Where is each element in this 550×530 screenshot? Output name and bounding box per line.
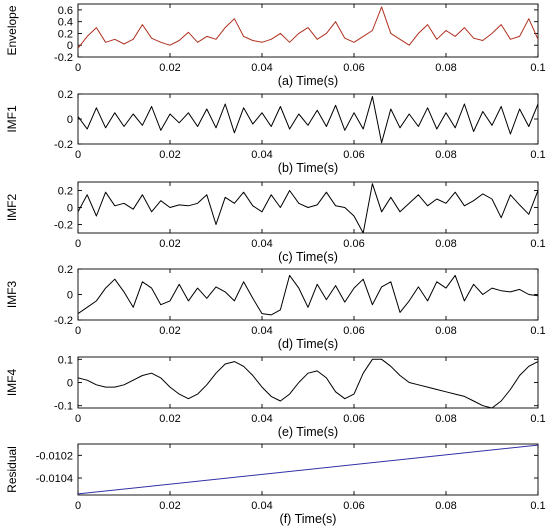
panel-f: 0 0.02 0.04 0.06 0.08 0.1 -0.0104 -0.0102 Residu… — [5, 443, 546, 526]
x-tick-label: 0.04 — [251, 62, 272, 74]
y-tick-label: -0.2 — [54, 52, 73, 64]
x-tick-label: 0.08 — [435, 325, 456, 337]
x-tick-label: 0 — [75, 149, 81, 161]
y-axis-label: Residual — [5, 446, 19, 493]
x-axis-caption: (c) Time(s) — [278, 250, 338, 264]
y-tick-label: 0.2 — [58, 28, 73, 40]
x-axis-caption: (e) Time(s) — [278, 425, 338, 439]
x-tick-label: 0.08 — [435, 500, 456, 512]
series-line — [78, 6, 538, 49]
y-axis-label: IMF3 — [5, 281, 19, 309]
y-tick-label: 0 — [67, 290, 73, 302]
series-line — [78, 274, 538, 316]
x-tick-label: 0 — [75, 238, 81, 250]
x-tick-label: 0.06 — [343, 238, 364, 250]
x-tick-label: 0.04 — [251, 413, 272, 425]
x-tick-label: 0 — [75, 500, 81, 512]
x-tick-label: 0.06 — [343, 413, 364, 425]
x-tick-label: 0.04 — [251, 500, 272, 512]
y-tick-label: 0.2 — [58, 186, 73, 198]
y-tick-label: 0.2 — [58, 89, 73, 101]
panel-a: 0 0.02 0.04 0.06 0.08 0.1-0.200.20.40.6Envelo… — [5, 3, 546, 88]
axes-box — [77, 443, 539, 496]
x-tick-label: 0.06 — [343, 149, 364, 161]
y-axis-label: IMF1 — [5, 105, 19, 133]
y-tick-label: 0.2 — [58, 264, 73, 276]
x-tick-label: 0.02 — [159, 500, 180, 512]
x-axis-caption: (b) Time(s) — [278, 161, 338, 175]
y-tick-label: 0 — [67, 114, 73, 126]
axes-box — [77, 3, 539, 58]
y-axis-label: IMF4 — [5, 369, 19, 397]
x-tick-label: 0.1 — [530, 413, 545, 425]
x-tick-label: 0.1 — [530, 238, 545, 250]
x-tick-label: 0.02 — [159, 325, 180, 337]
x-axis-caption: (d) Time(s) — [278, 337, 338, 351]
x-tick-label: 0.06 — [343, 62, 364, 74]
y-tick-label: 0.4 — [58, 17, 73, 29]
y-tick-label: -0.2 — [54, 139, 73, 151]
y-tick-label: -0.2 — [54, 315, 73, 327]
x-axis-caption: (a) Time(s) — [278, 74, 338, 88]
x-tick-label: 0.08 — [435, 149, 456, 161]
y-tick-label: -0.2 — [54, 220, 73, 232]
x-tick-label: 0.04 — [251, 238, 272, 250]
x-tick-label: 0.02 — [159, 149, 180, 161]
y-tick-label: 0 — [67, 40, 73, 52]
y-tick-label: -0.1 — [54, 401, 73, 413]
y-axis-label: IMF2 — [5, 194, 19, 222]
x-tick-label: 0.08 — [435, 62, 456, 74]
x-tick-label: 0.02 — [159, 238, 180, 250]
x-tick-label: 0.1 — [530, 149, 545, 161]
series-line — [78, 183, 538, 233]
x-tick-label: 0.06 — [343, 325, 364, 337]
x-tick-label: 0.08 — [435, 238, 456, 250]
y-tick-label: 0.6 — [58, 5, 73, 17]
y-tick-label: 0 — [67, 378, 73, 390]
x-axis-caption: (f) Time(s) — [280, 512, 337, 526]
y-tick-label: -0.0102 — [36, 450, 73, 462]
y-tick-label: 0 — [67, 203, 73, 215]
axes-box — [77, 356, 539, 409]
y-axis-label: Envelope — [5, 5, 19, 55]
x-tick-label: 0.1 — [530, 325, 545, 337]
x-tick-label: 0.04 — [251, 325, 272, 337]
x-tick-label: 0 — [75, 325, 81, 337]
axes-box — [77, 268, 539, 321]
series-line — [78, 444, 538, 495]
series-line — [78, 96, 538, 144]
x-tick-label: 0.02 — [159, 62, 180, 74]
x-tick-label: 0.02 — [159, 413, 180, 425]
y-tick-label: -0.0104 — [36, 473, 73, 485]
x-tick-label: 0.1 — [530, 62, 545, 74]
x-tick-label: 0.04 — [251, 149, 272, 161]
series-line — [78, 358, 538, 408]
x-tick-label: 0 — [75, 62, 81, 74]
x-tick-label: 0.1 — [530, 500, 545, 512]
x-tick-label: 0.06 — [343, 500, 364, 512]
x-tick-label: 0.08 — [435, 413, 456, 425]
y-tick-label: 0.1 — [58, 354, 73, 366]
x-tick-label: 0 — [75, 413, 81, 425]
